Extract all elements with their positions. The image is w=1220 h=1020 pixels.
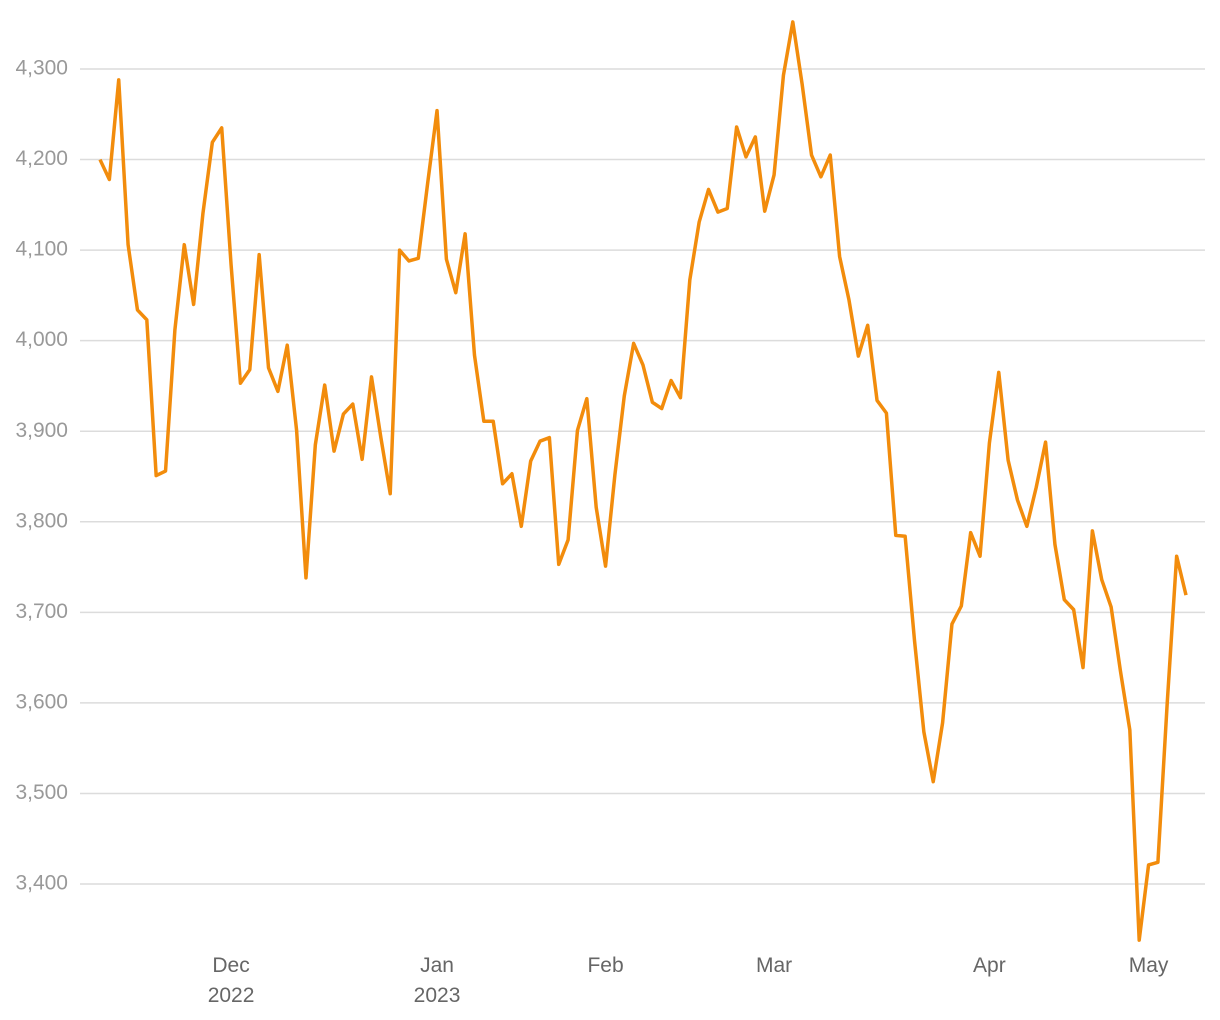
y-tick-label: 3,900 [15,419,68,442]
y-tick-label: 3,500 [15,781,68,804]
y-tick-label: 4,000 [15,328,68,351]
data-line [98,20,1188,942]
x-tick-label: Mar [755,954,793,977]
y-tick-label: 4,100 [15,238,68,261]
x-tick-label: Jan 2023 [413,954,461,1007]
y-tick-label: 3,700 [15,600,68,623]
y-tick-label: 4,300 [15,57,68,80]
y-tick-label: 3,600 [15,690,68,713]
x-tick-label: Apr [973,954,1006,977]
y-tick-label: 3,800 [15,509,68,532]
x-tick-label: Dec 2022 [207,954,255,1007]
x-tick-label: Feb [587,954,624,977]
y-tick-label: 3,400 [15,872,68,895]
x-tick-label: May [1128,954,1169,977]
y-tick-label: 4,200 [15,147,68,170]
